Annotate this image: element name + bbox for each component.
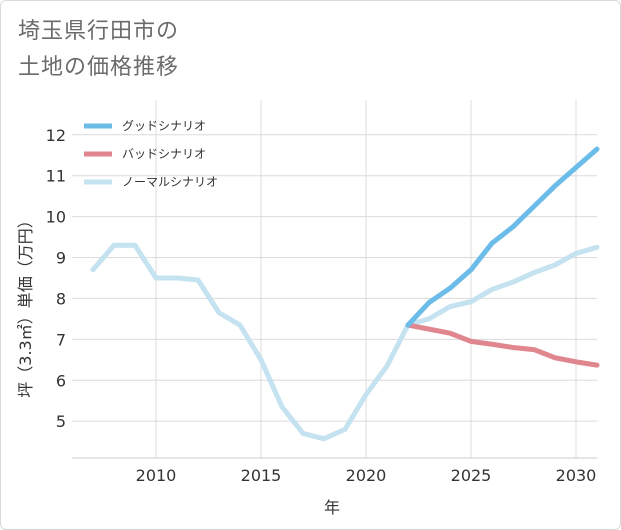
x-axis-label: 年 [324, 498, 340, 517]
y-tick-label: 10 [46, 208, 66, 227]
y-tick-label: 11 [46, 167, 66, 186]
chart-title-line-1: 埼玉県行田市の [18, 19, 180, 44]
series-line-1 [405, 146, 600, 328]
x-tick-label: 2015 [241, 466, 282, 485]
chart-title-line-2: 土地の価格推移 [18, 55, 180, 80]
y-axis-label: 坪（3.3㎡）単価（万円） [16, 212, 35, 397]
y-tick-label: 9 [56, 249, 66, 268]
chart-title: 埼玉県行田市の 土地の価格推移 [18, 14, 318, 86]
x-tick-label: 2020 [346, 466, 387, 485]
y-tick-labels: 5 6 7 8 9 10 11 12 [46, 126, 66, 431]
legend-label: グッドシナリオ [122, 119, 206, 133]
y-tick-label: 6 [56, 371, 66, 390]
x-tick-labels: 2010 2015 2020 2025 2030 [136, 466, 597, 485]
x-tick-label: 2010 [136, 466, 177, 485]
y-tick-label: 5 [56, 412, 66, 431]
legend-label: ノーマルシナリオ [122, 175, 218, 189]
y-tick-label: 12 [46, 126, 66, 145]
x-tick-label: 2025 [451, 466, 492, 485]
y-tick-label: 8 [56, 289, 66, 308]
series-line-3 [90, 242, 600, 442]
y-tick-label: 7 [56, 330, 66, 349]
legend-label: バッドシナリオ [122, 147, 206, 161]
series-line-2 [405, 322, 600, 368]
x-tick-label: 2030 [556, 466, 597, 485]
series-lines [90, 146, 600, 442]
